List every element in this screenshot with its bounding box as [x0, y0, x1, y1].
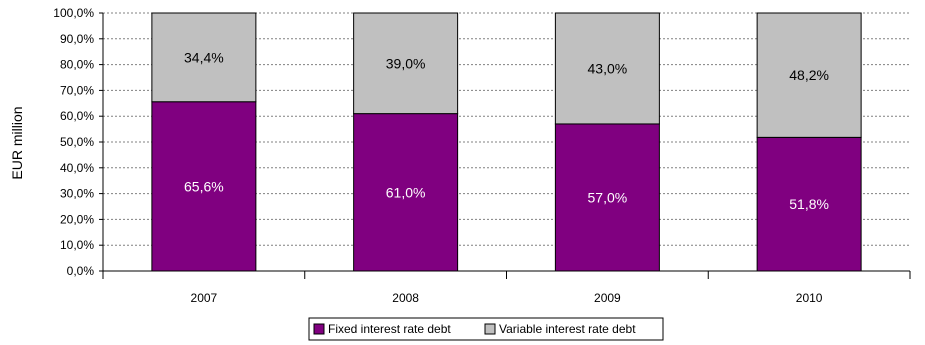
data-label: 51,8%	[789, 196, 829, 212]
data-label: 34,4%	[184, 49, 224, 65]
bar-segment-fixed	[353, 113, 459, 272]
y-tick-label: 30,0%	[60, 187, 94, 201]
data-label: 48,2%	[789, 67, 829, 83]
x-tick-label: 2010	[796, 291, 823, 305]
y-axis-ticks: 0,0% 10,0% 20,0% 30,0% 40,0% 50,0% 60,0% 70,0% 8…	[53, 6, 94, 278]
x-axis-ticks: 2007 2008 2009 2010	[191, 291, 823, 305]
y-tick-label: 70,0%	[60, 83, 94, 97]
y-tick-label: 10,0%	[60, 238, 94, 252]
data-label: 43,0%	[588, 60, 628, 76]
bar-segment-variable	[554, 12, 660, 125]
data-label: 39,0%	[386, 55, 426, 71]
bar-segment-variable	[151, 12, 257, 103]
legend-label: Fixed interest rate debt	[328, 322, 451, 336]
bars	[151, 12, 862, 272]
data-label: 57,0%	[588, 189, 628, 205]
axes	[102, 13, 911, 279]
x-tick-label: 2008	[392, 291, 419, 305]
legend-label: Variable interest rate debt	[499, 322, 636, 336]
y-tick-label: 50,0%	[60, 135, 94, 149]
legend-swatch-fixed	[313, 323, 325, 335]
bar-segment-variable	[756, 12, 862, 138]
bar-segment-fixed	[554, 123, 660, 272]
y-axis-title: EUR million	[9, 106, 25, 179]
y-tick-label: 100,0%	[53, 6, 94, 20]
x-tick-label: 2009	[594, 291, 621, 305]
y-tick-label: 60,0%	[60, 109, 94, 123]
data-label: 65,6%	[184, 178, 224, 194]
y-tick-label: 90,0%	[60, 32, 94, 46]
bar-segment-variable	[353, 12, 459, 115]
data-label: 61,0%	[386, 184, 426, 200]
y-tick-label: 20,0%	[60, 212, 94, 226]
y-tick-label: 0,0%	[67, 264, 95, 278]
bar-segment-fixed	[151, 101, 257, 272]
bar-segment-fixed	[756, 136, 862, 272]
data-labels: 65,6% 34,4% 61,0% 39,0% 57,0% 43,0% 51,8% 48,2%	[184, 49, 829, 212]
y-tick-label: 40,0%	[60, 161, 94, 175]
legend: Fixed interest rate debt Variable interes…	[308, 317, 664, 341]
x-tick-label: 2007	[191, 291, 218, 305]
y-tick-label: 80,0%	[60, 58, 94, 72]
legend-swatch-variable	[484, 323, 496, 335]
